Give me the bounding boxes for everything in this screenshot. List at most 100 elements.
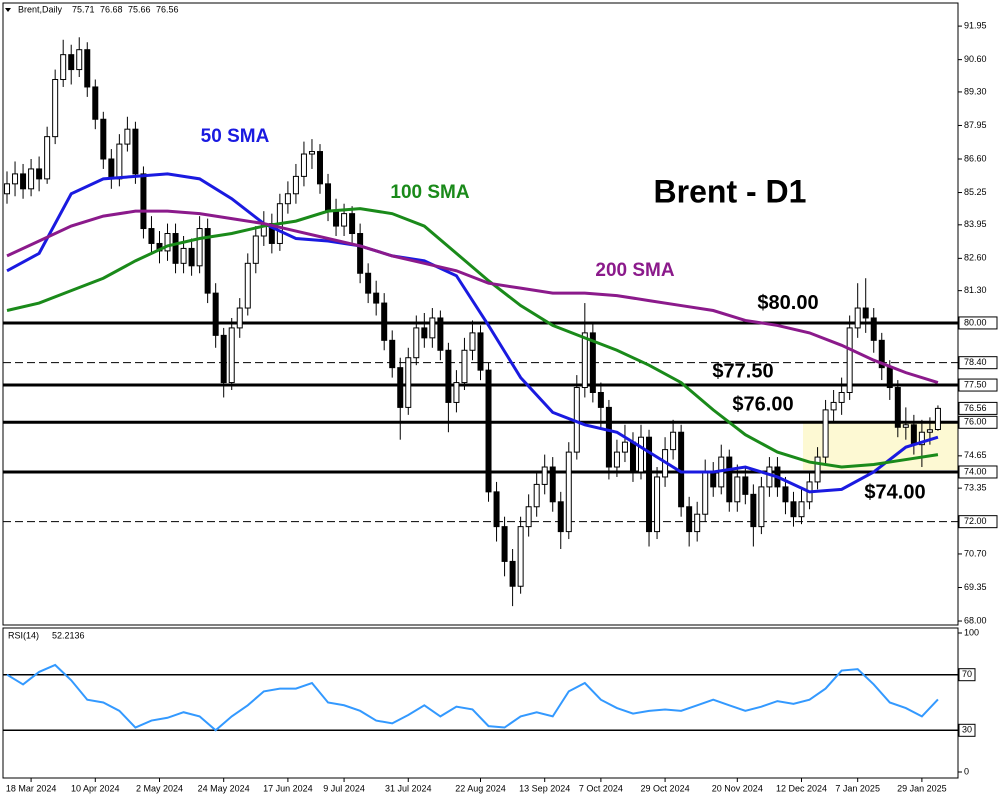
candle-body <box>902 424 909 428</box>
y-tick-label: 87.95 <box>964 120 987 130</box>
level-label: 80.00 <box>964 317 987 327</box>
candle-body <box>605 406 612 468</box>
candle-body <box>300 153 307 177</box>
candle-body <box>838 391 845 403</box>
candle-body <box>493 491 500 528</box>
candle-body <box>862 307 869 319</box>
x-tick-label: 2 May 2024 <box>136 783 183 793</box>
candle-body <box>180 247 187 264</box>
candle-body <box>68 54 75 71</box>
candle-body <box>236 307 243 329</box>
candle-body <box>140 173 147 230</box>
candle-body <box>244 262 251 309</box>
x-tick-label: 7 Oct 2024 <box>579 783 623 793</box>
candle-body <box>389 339 396 369</box>
candle-body <box>60 54 67 81</box>
candle-body <box>597 391 604 408</box>
candle-body <box>212 292 219 336</box>
candle-body <box>629 441 636 473</box>
y-tick-label: 74.65 <box>964 450 987 460</box>
x-tick-label: 29 Oct 2024 <box>641 783 690 793</box>
candle-body <box>926 429 933 433</box>
candle-body <box>445 349 452 403</box>
sma-line <box>6 209 939 384</box>
candle-body <box>292 175 299 195</box>
level-annotation: $77.50 <box>712 360 773 382</box>
level-annotation: $80.00 <box>757 292 818 314</box>
candle-body <box>44 136 51 180</box>
x-tick-label: 7 Jan 2025 <box>835 783 880 793</box>
candle-body <box>613 451 620 468</box>
candle-body <box>333 210 340 227</box>
candle-body <box>918 431 925 446</box>
x-tick-label: 13 Sep 2024 <box>519 783 570 793</box>
candle-body <box>517 526 524 587</box>
x-tick-label: 29 Jan 2025 <box>897 783 947 793</box>
candle-body <box>373 292 380 304</box>
candle-body <box>132 128 139 175</box>
candle-body <box>878 339 885 369</box>
candle-body <box>204 228 211 294</box>
rsi-level-label: 30 <box>962 725 972 735</box>
candle-body <box>670 431 677 451</box>
plot-layer: 75.71 76.68 75.66 76.56 91.95 90.60 89.30 87.95… <box>3 4 998 793</box>
candle-body <box>557 501 564 533</box>
level-label: 78.40 <box>964 357 987 367</box>
level-label-box <box>958 415 998 429</box>
candle-body <box>477 332 484 371</box>
candle-body <box>12 173 19 185</box>
y-tick-label: 82.60 <box>964 253 987 263</box>
candle-body <box>541 466 548 485</box>
y-tick-label: 85.25 <box>964 187 987 197</box>
series-label: 100 SMA <box>390 182 469 203</box>
candle-body <box>52 79 59 138</box>
candle-body <box>116 143 123 180</box>
y-tick-label: 69.35 <box>964 582 987 592</box>
candle-body <box>252 235 259 264</box>
candle-body <box>429 317 436 339</box>
rsi-label: RSI(14) <box>8 630 39 640</box>
level-label: 72.00 <box>964 516 987 526</box>
level-label-box <box>958 515 998 529</box>
candle-body <box>196 228 203 267</box>
candle-body <box>581 332 588 389</box>
candle-body <box>846 327 853 393</box>
candle-body <box>365 272 372 294</box>
candle-body <box>164 233 171 252</box>
level-label-box <box>958 378 998 392</box>
candle-body <box>100 118 107 160</box>
ohlc-value: 75.71 <box>72 4 95 14</box>
candle-body <box>341 213 348 227</box>
y-tick-label: 83.95 <box>964 219 987 229</box>
candle-body <box>830 401 837 411</box>
price-label-box <box>958 401 998 415</box>
candle-body <box>910 424 917 446</box>
candle-body <box>20 173 27 190</box>
candle-body <box>565 451 572 533</box>
candle-body <box>108 158 115 180</box>
candle-body <box>894 387 901 428</box>
rsi-line <box>6 663 939 732</box>
candle-body <box>654 476 661 533</box>
rsi-level-label: 70 <box>962 669 972 679</box>
level-label: 77.50 <box>964 379 987 389</box>
candle-body <box>172 233 179 264</box>
candle-body <box>501 526 508 562</box>
x-tick-label: 20 Nov 2024 <box>712 783 763 793</box>
y-tick-label: 68.00 <box>964 615 987 625</box>
candle-body <box>405 357 412 408</box>
y-tick-label: 86.60 <box>964 153 987 163</box>
candle-body <box>36 168 43 180</box>
level-label-box <box>958 465 998 479</box>
current-price: 76.56 <box>964 403 987 413</box>
candle-body <box>782 486 789 503</box>
level-annotation: $74.00 <box>864 481 925 503</box>
candle-body <box>421 327 428 339</box>
main-panel <box>2 2 959 626</box>
y-tick-label: 73.35 <box>964 483 987 493</box>
rsi-level-box <box>958 723 976 737</box>
chart-title: Brent - D1 <box>654 173 807 209</box>
level-label: 74.00 <box>964 466 987 476</box>
candle-body <box>461 349 468 384</box>
